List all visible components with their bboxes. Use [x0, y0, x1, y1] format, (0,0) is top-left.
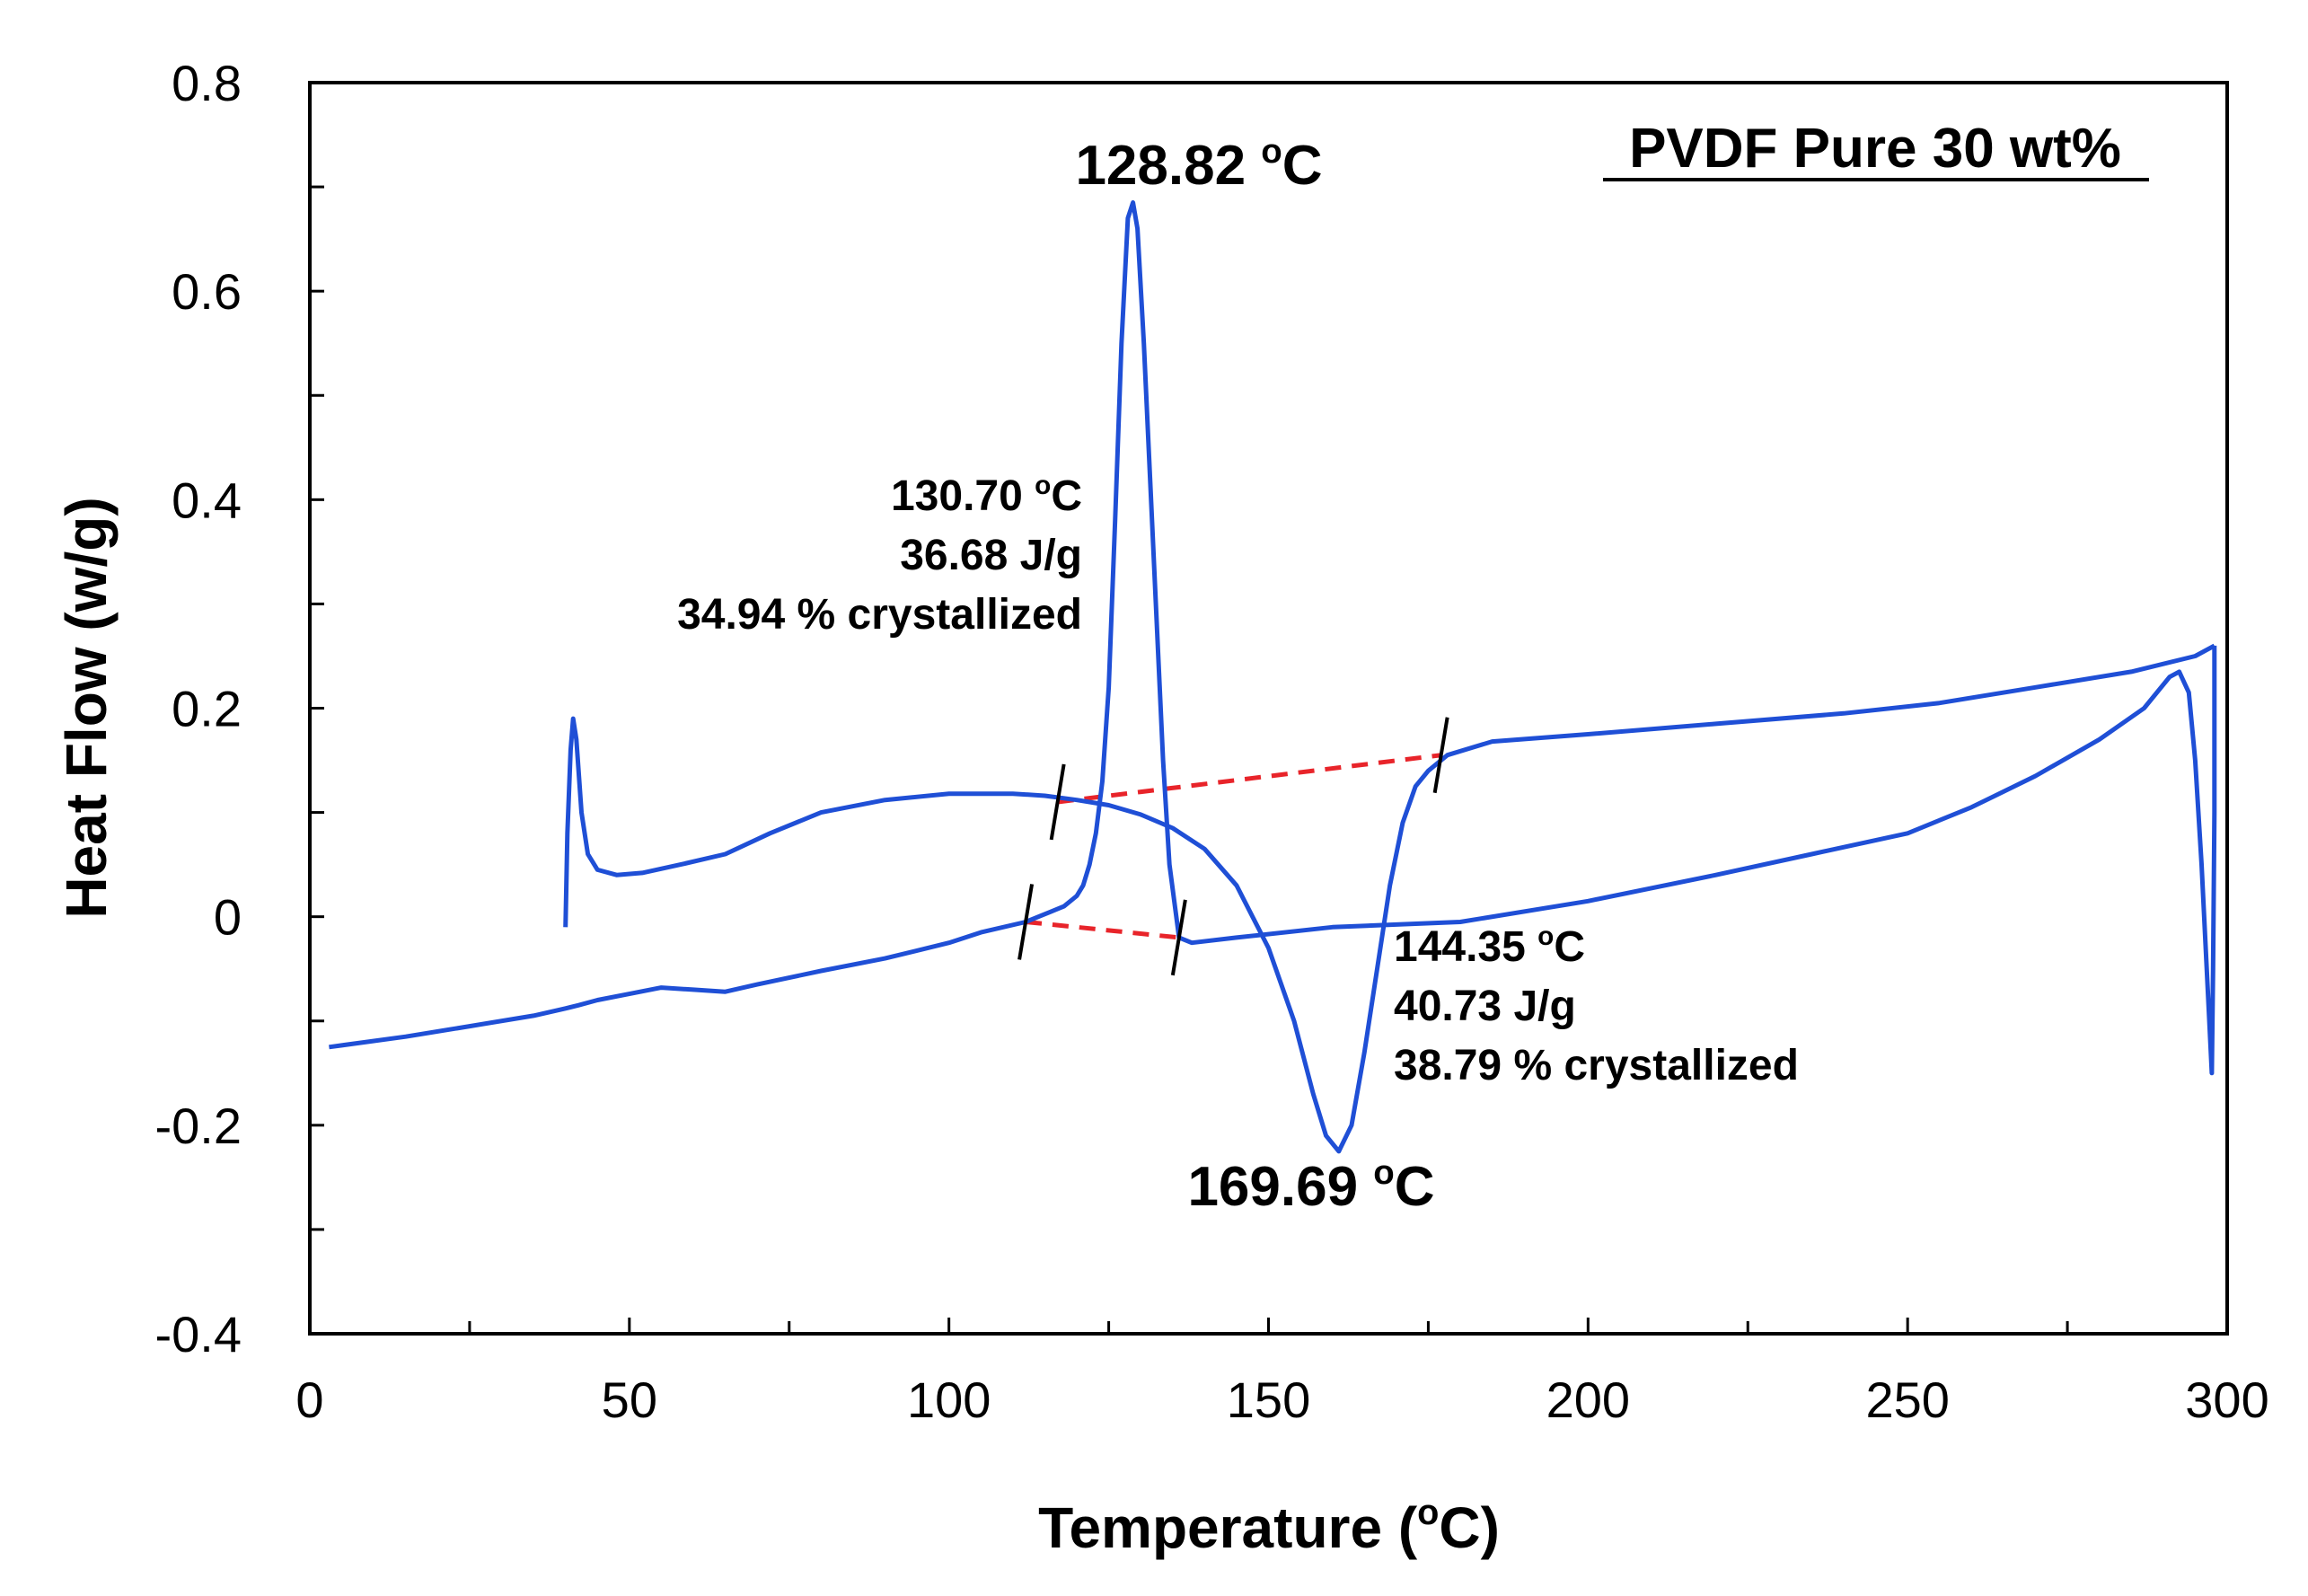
baselines — [1025, 753, 1441, 940]
cryst-onset-sup: o — [1035, 471, 1051, 500]
melt-onset-sup: o — [1537, 921, 1554, 951]
x-axis-label-sup: o — [1417, 1493, 1439, 1532]
melting-baseline — [1057, 753, 1441, 805]
melt-enthalpy-label: 40.73 J/g — [1394, 983, 1576, 1030]
melt-onset-value: 144.35 — [1394, 923, 1537, 971]
x-tick-label: 200 — [1546, 1371, 1630, 1428]
tick-labels: 0 50 100 150 200 250 300 -0.4 -0.2 0 0.2 0.4 0.6 0.8 — [155, 55, 2269, 1428]
axis-ticks — [310, 185, 2069, 1334]
peak-melt-unit: C — [1395, 1156, 1435, 1218]
y-tick-label: 0 — [214, 889, 242, 946]
y-axis-label: Heat Flow (w/g) — [54, 497, 119, 918]
x-tick-label: 150 — [1227, 1371, 1310, 1428]
melt-onset-unit: C — [1554, 923, 1585, 971]
x-tick-label: 0 — [295, 1371, 323, 1428]
x-axis-label-end: C) — [1439, 1495, 1500, 1560]
melt-percent-label: 38.79 % crystallized — [1394, 1042, 1799, 1089]
cryst-onset-unit: C — [1051, 472, 1082, 520]
baseline-marker — [1049, 763, 1066, 841]
baseline-markers — [1017, 717, 1449, 976]
x-tick-label: 50 — [602, 1371, 657, 1428]
series-cooling — [329, 200, 2217, 1076]
cryst-percent-label: 34.94 % crystallized — [677, 591, 1082, 639]
peak-melt-value: 169.69 — [1187, 1156, 1373, 1218]
series — [329, 200, 2217, 1154]
x-axis-label-main: Temperature ( — [1038, 1495, 1418, 1560]
baseline-marker — [1170, 899, 1187, 976]
x-axis-label: Temperature (oC) — [1038, 1493, 1500, 1560]
peak-melt-label: 169.69 oC — [1187, 1153, 1434, 1218]
y-tick-label: -0.2 — [155, 1098, 242, 1154]
series-heating — [563, 643, 2216, 1154]
y-tick-label: 0.4 — [172, 472, 242, 528]
cryst-onset-label: 130.70 oC — [891, 471, 1082, 520]
baseline-marker — [1432, 717, 1449, 794]
melt-onset-label: 144.35 oC — [1394, 921, 1585, 971]
y-tick-label: -0.4 — [155, 1306, 242, 1362]
cryst-onset-value: 130.70 — [891, 472, 1035, 520]
peak-cryst-value: 128.82 — [1075, 135, 1261, 197]
y-tick-label: 0.2 — [172, 681, 242, 737]
x-tick-label: 250 — [1865, 1371, 1949, 1428]
baseline-marker — [1017, 884, 1035, 960]
y-tick-label: 0.8 — [172, 55, 242, 111]
plot-frame — [308, 81, 2229, 1336]
peak-melt-sup: o — [1373, 1153, 1394, 1192]
chart-title: PVDF Pure 30 wt% — [1629, 118, 2121, 180]
x-tick-label: 100 — [907, 1371, 991, 1428]
peak-cryst-sup: o — [1261, 132, 1282, 171]
cryst-enthalpy-label: 36.68 J/g — [900, 532, 1082, 579]
peak-cryst-label: 128.82 oC — [1075, 132, 1322, 197]
x-tick-label: 300 — [2185, 1371, 2268, 1428]
y-tick-label: 0.6 — [172, 263, 242, 320]
crystallization-baseline — [1025, 919, 1180, 940]
peak-cryst-unit: C — [1282, 135, 1323, 197]
